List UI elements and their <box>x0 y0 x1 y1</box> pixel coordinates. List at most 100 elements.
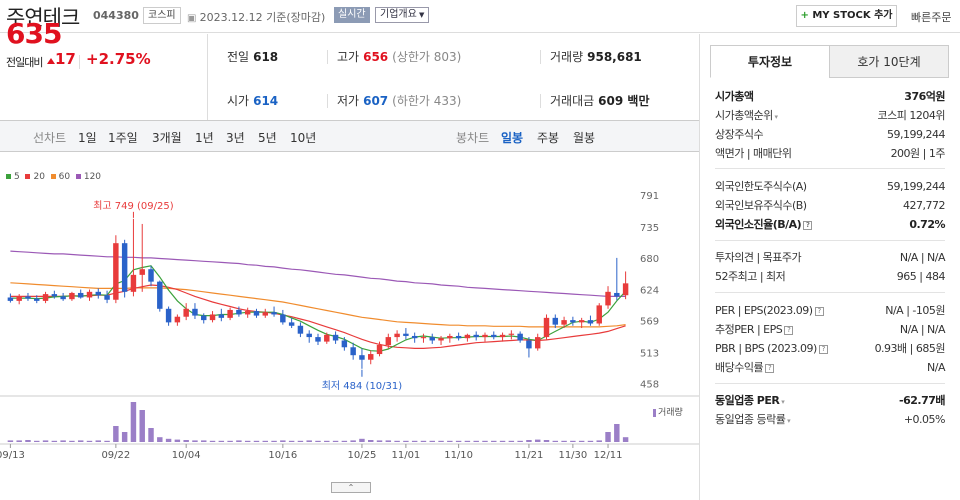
candle <box>341 340 348 348</box>
tab-hoga[interactable]: 호가 10단계 <box>829 45 949 78</box>
dropdown-icon[interactable]: ▾ <box>779 398 785 406</box>
volume-bar <box>192 440 198 442</box>
dropdown-icon[interactable]: ▾ <box>772 113 778 121</box>
candle-weekly[interactable]: 주봉 <box>537 131 560 145</box>
volume-bar <box>139 410 145 442</box>
volume-bar <box>482 440 488 442</box>
volume-bar <box>420 440 427 442</box>
foreign-rate-value: 0.72% <box>909 218 945 231</box>
ma20-swatch <box>25 174 31 179</box>
ma60-swatch <box>50 174 56 179</box>
candle <box>473 334 479 338</box>
help-icon[interactable]: ? <box>765 363 775 373</box>
period-1y[interactable]: 1년 <box>195 131 214 145</box>
candle <box>157 281 163 309</box>
candle <box>262 312 268 316</box>
quote-prev: 전일 618 <box>227 48 278 65</box>
period-1w[interactable]: 1주일 <box>108 131 138 145</box>
foreign-limit-value: 59,199,244 <box>887 180 945 193</box>
candle <box>447 335 453 339</box>
x-tick-label: 10/25 <box>348 450 377 461</box>
help-icon[interactable]: ? <box>803 220 813 230</box>
quote-date-text: 2023.12.12 기준(장마감) <box>199 11 326 24</box>
mystock-add-button[interactable]: + MY STOCK 추가 <box>796 5 897 27</box>
ma5-swatch <box>6 174 11 179</box>
dropdown-icon[interactable]: ▾ <box>785 417 791 425</box>
quote-open-value: 614 <box>253 94 279 108</box>
candle <box>517 333 523 341</box>
volume-bar <box>218 440 225 442</box>
candle <box>60 296 66 300</box>
quote-prev-value: 618 <box>253 50 279 64</box>
x-tick-label: 10/16 <box>268 450 297 461</box>
divider <box>715 240 945 241</box>
volume-bar <box>121 432 128 442</box>
volume-bar <box>552 440 559 442</box>
per-label: PER | EPS(2023.09)? <box>715 302 824 320</box>
low-annotation: 최저 484 (10/31) <box>322 380 403 392</box>
volume-bar <box>455 440 462 442</box>
par-label: 액면가 | 매매단위 <box>715 147 792 160</box>
candle <box>394 333 400 338</box>
tab-invest-info[interactable]: 투자정보 <box>710 45 830 78</box>
help-icon[interactable]: ? <box>818 344 828 354</box>
x-tick-label: 12/11 <box>594 450 623 461</box>
period-3y[interactable]: 3년 <box>226 131 245 145</box>
y-tick-label: 569 <box>640 317 659 328</box>
volume-bar <box>315 440 321 442</box>
row-dividend: 배당수익률? N/A <box>715 359 945 377</box>
help-icon[interactable]: ? <box>784 325 794 335</box>
up-triangle-icon <box>47 58 55 64</box>
help-icon[interactable]: ? <box>814 306 824 316</box>
volume-bar <box>288 440 295 442</box>
volume-bar <box>622 437 629 442</box>
candle <box>614 292 620 297</box>
change-value: 17 <box>47 50 76 68</box>
x-tick-label: 11/21 <box>515 450 544 461</box>
corp-overview-dropdown[interactable]: 기업개요 ▼ <box>375 7 430 23</box>
cap-rank-value: 코스피 1204위 <box>877 109 946 122</box>
period-1d[interactable]: 1일 <box>78 131 97 145</box>
panel-tabs: 투자정보 호가 10단계 <box>710 45 949 78</box>
period-5y[interactable]: 5년 <box>258 131 277 145</box>
foreign-rate-label: 외국인소진율(B/A)? <box>715 216 813 234</box>
volume-bar <box>394 440 400 442</box>
candle <box>227 309 233 318</box>
period-3m[interactable]: 3개월 <box>152 131 182 145</box>
volume-bar <box>157 437 163 442</box>
market-cap-label: 시가총액 <box>715 90 754 103</box>
pbr-label: PBR | BPS (2023.09)? <box>715 340 828 358</box>
change-label: 전일대비 <box>6 56 43 69</box>
row-shares: 상장주식수 59,199,244 <box>715 126 945 144</box>
row-est-per: 추정PER | EPS? N/A | N/A <box>715 321 946 339</box>
period-10y[interactable]: 10년 <box>290 131 317 145</box>
high-annotation: 최고 749 (09/25) <box>93 200 174 212</box>
x-tick-label: 11/01 <box>391 450 420 461</box>
chart-resize-handle[interactable]: ⌃ <box>331 482 371 493</box>
par-value: 200원 | 1주 <box>890 147 946 160</box>
line-chart-label: 선차트 <box>33 131 67 145</box>
y-tick-label: 791 <box>640 191 659 202</box>
volume-bar <box>7 440 14 442</box>
candle <box>622 283 629 296</box>
price-chart[interactable]: 791 735 680 624 569 513 458 최고 749 (09/25) 최저 48… <box>0 152 699 482</box>
candle-monthly[interactable]: 월봉 <box>573 131 596 145</box>
quote-open-label: 시가 <box>227 94 250 108</box>
industry-per-label-text: 동일업종 PER <box>715 394 780 407</box>
quote-amount-label: 거래대금 <box>550 94 595 108</box>
candle-daily[interactable]: 일봉 <box>501 131 524 145</box>
volume-bar <box>517 440 523 442</box>
realtime-button[interactable]: 실시간 <box>334 7 370 23</box>
market-cap-value: 376억원 <box>904 90 945 103</box>
quick-order-link[interactable]: 빠른주문 <box>911 11 952 24</box>
volume-bar <box>403 440 409 442</box>
week52-value: 965 | 484 <box>896 270 946 283</box>
dividend-label-text: 배당수익률 <box>715 361 764 374</box>
volume-legend: 거래량 <box>653 405 683 418</box>
x-tick-label: 11/30 <box>558 450 587 461</box>
volume-bar <box>244 440 251 442</box>
volume-bar <box>86 440 93 442</box>
volume-bar <box>271 440 277 442</box>
est-per-value: N/A | N/A <box>899 323 946 336</box>
est-per-label-text: 추정PER | EPS <box>715 323 783 336</box>
